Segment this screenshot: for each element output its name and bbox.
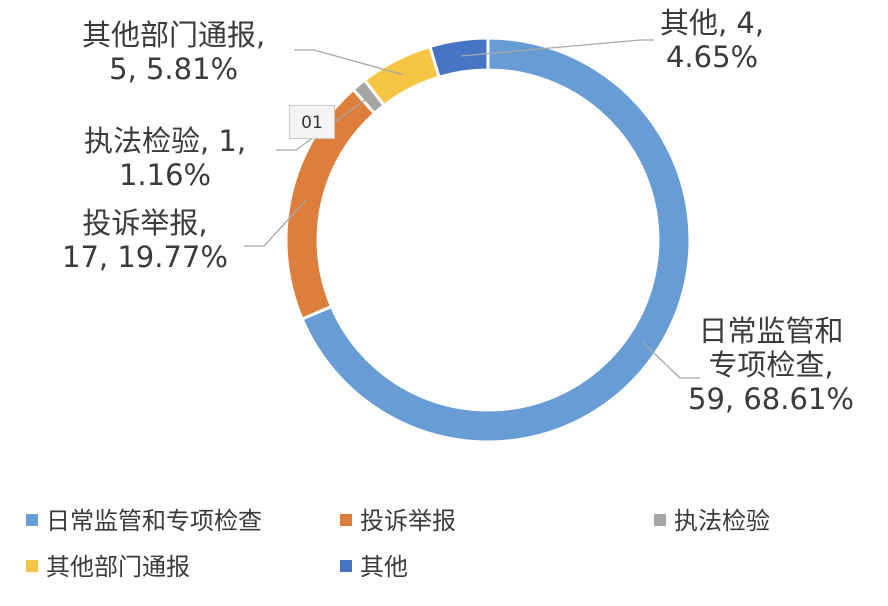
data-label-line: 日常监管和 xyxy=(698,314,844,348)
legend-swatch xyxy=(340,514,352,526)
legend-label: 其他部门通报 xyxy=(46,553,190,581)
leader-line-law-enforcement-inspection xyxy=(276,96,370,151)
donut-slice-other-department-notification[interactable] xyxy=(362,44,441,108)
legend-swatch xyxy=(26,560,38,572)
data-label-line: 5, 5.81% xyxy=(109,52,239,86)
leader-line-complaint-report xyxy=(244,199,307,247)
legend-label: 投诉举报 xyxy=(360,507,456,535)
legend-item-other-department-notification[interactable]: 其他部门通报 xyxy=(26,552,190,582)
legend-swatch xyxy=(654,514,666,526)
legend-label: 其他 xyxy=(360,553,408,581)
legend-item-daily-inspection[interactable]: 日常监管和专项检查 xyxy=(26,506,262,536)
legend-item-complaint-report[interactable]: 投诉举报 xyxy=(340,506,456,536)
data-label-complaint-report: 投诉举报, 17, 19.77% xyxy=(62,206,228,274)
data-label-line: 投诉举报, xyxy=(82,206,208,240)
legend-swatch xyxy=(26,514,38,526)
legend-swatch xyxy=(340,560,352,572)
data-label-line: 17, 19.77% xyxy=(62,240,228,274)
legend-item-law-enforcement-inspection[interactable]: 执法检验 xyxy=(654,506,770,536)
data-label-line: 其他, 4, xyxy=(660,6,765,40)
legend-label: 日常监管和专项检查 xyxy=(46,507,262,535)
data-label-line: 1.16% xyxy=(118,158,212,192)
legend-item-other[interactable]: 其他 xyxy=(340,552,408,582)
data-label-line: 执法检验, 1, xyxy=(84,124,247,158)
data-label-line: 4.65% xyxy=(665,40,759,74)
leader-line-daily-inspection xyxy=(642,342,700,379)
data-label-line: 其他部门通报, xyxy=(82,18,266,52)
data-label-line: 专项检查, xyxy=(708,348,834,382)
data-label-other: 其他, 4, 4.65% xyxy=(660,6,764,74)
leader-line-other xyxy=(460,39,654,57)
data-label-line: 59, 68.61% xyxy=(688,382,854,416)
donut-slice-daily-inspection[interactable] xyxy=(300,36,692,444)
tag-badge[interactable]: 01 xyxy=(289,105,335,139)
data-label-law-enforcement-inspection: 执法检验, 1, 1.16% xyxy=(84,124,246,192)
data-label-other-department-notification: 其他部门通报, 5, 5.81% xyxy=(82,18,265,86)
data-label-daily-inspection: 日常监管和 专项检查, 59, 68.61% xyxy=(688,314,854,416)
legend-label: 执法检验 xyxy=(674,507,770,535)
leader-line-other-department-notification xyxy=(294,49,404,76)
